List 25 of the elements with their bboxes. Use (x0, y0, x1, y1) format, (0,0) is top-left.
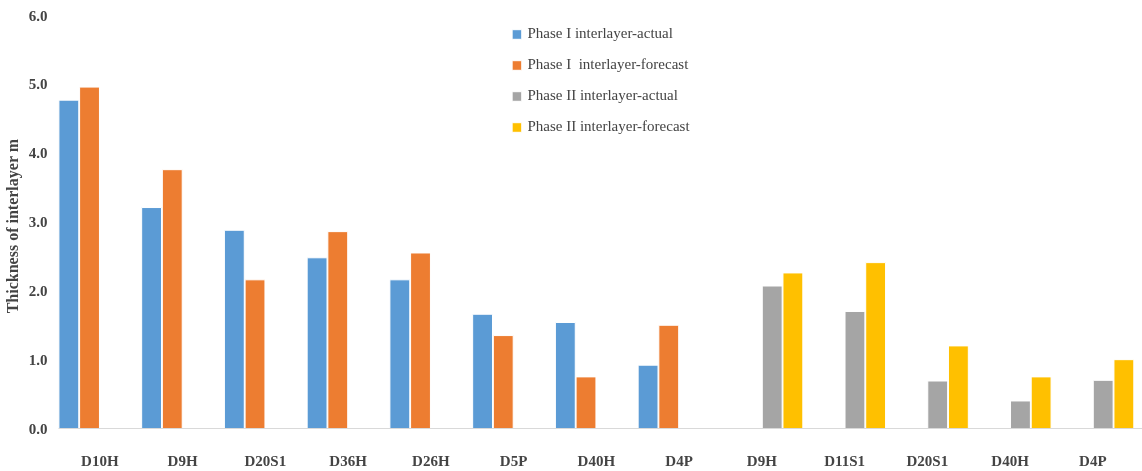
x-tick-label: D10H (81, 452, 119, 469)
x-tick-label: D4P (1079, 452, 1107, 469)
y-tick-label: 0.0 (28, 420, 48, 437)
x-tick-label: D5P (499, 452, 528, 469)
y-tick-label: 2.0 (28, 282, 48, 299)
x-tick-label: D20S1 (244, 452, 287, 469)
y-tick-label: 1.0 (28, 351, 48, 368)
x-tick-label: D40H (577, 452, 616, 469)
y-tick-label: 6.0 (28, 7, 48, 24)
y-axis-title: Thickness of interlayer m (3, 138, 22, 314)
legend-label: Phase II interlayer-forecast (527, 118, 690, 135)
y-tick-label: 3.0 (28, 214, 48, 230)
legend-label: Phase II interlayer-actual (527, 87, 678, 104)
legend-label: Phase I interlayer-actual (527, 25, 673, 42)
x-tick-label: D9H (746, 452, 778, 469)
x-tick-label: D20S1 (906, 452, 949, 469)
x-tick-label: D9H (167, 452, 198, 469)
x-tick-label: D36H (329, 452, 368, 469)
y-tick-label: 4.0 (28, 145, 48, 162)
legend-label: Phase I interlayer-forecast (527, 56, 689, 73)
x-tick-label: D26H (412, 452, 450, 469)
x-tick-label: D4P (665, 452, 693, 469)
x-tick-label: D40H (991, 452, 1030, 469)
x-tick-label: D11S1 (824, 452, 866, 469)
y-tick-label: 5.0 (28, 76, 48, 93)
